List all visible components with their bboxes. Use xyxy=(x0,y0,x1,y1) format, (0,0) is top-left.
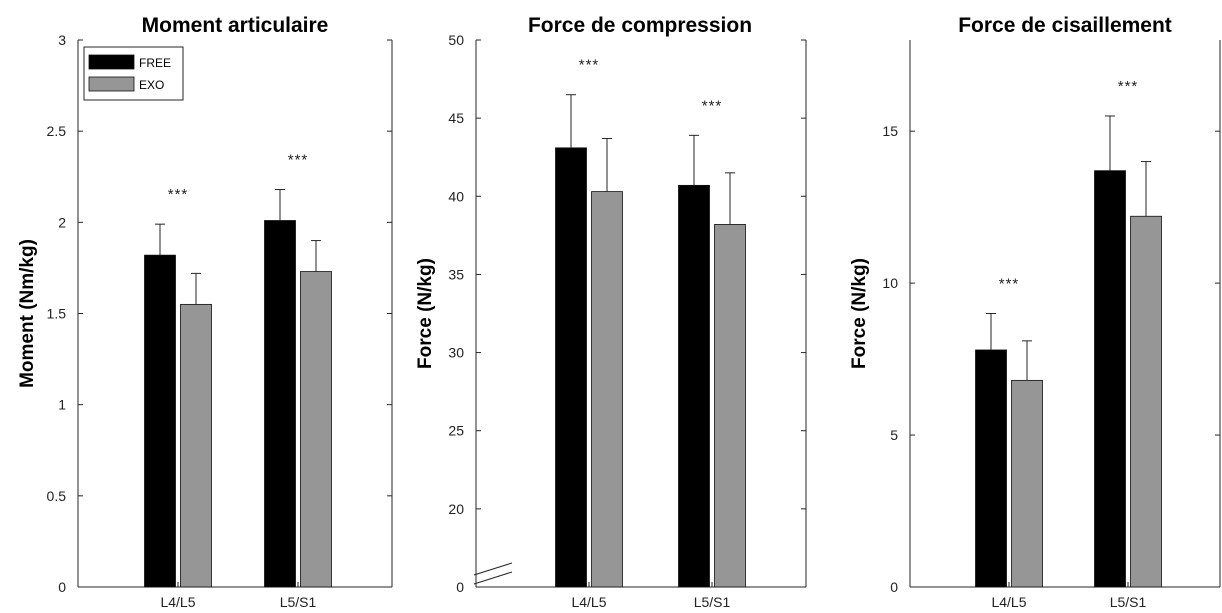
significance-annotation: *** xyxy=(168,186,189,203)
bar-exo xyxy=(1011,379,1043,588)
significance-annotation: *** xyxy=(288,152,309,169)
y-axis-label: Moment (Nm/kg) xyxy=(17,239,38,388)
y-tick-label: 15 xyxy=(882,123,898,139)
y-tick-label: 50 xyxy=(448,32,464,48)
bar-free xyxy=(144,254,176,588)
y-tick-label: 0 xyxy=(58,579,66,595)
bar-free xyxy=(264,220,296,588)
significance-annotation: *** xyxy=(579,57,600,74)
bar-exo xyxy=(300,271,332,588)
legend-label: EXO xyxy=(139,78,164,92)
chart-title: Moment articulaire xyxy=(142,14,329,37)
chart-panel-3: 0 5 10 15 Force de cisaillement Force (N/kg) L… xyxy=(849,14,1221,610)
y-tick-label: 2 xyxy=(58,214,66,230)
bar-exo xyxy=(714,224,746,588)
y-tick-label: 2.5 xyxy=(47,123,67,139)
y-tick-label: 1 xyxy=(58,397,66,413)
chart-panel-1: 0 0.5 1 1.5 2 2.5 3 Moment articulaire Moment (N… xyxy=(17,14,393,610)
legend: FREE EXO xyxy=(83,46,184,101)
x-tick-label: L4/L5 xyxy=(991,594,1026,610)
y-tick-label: 5 xyxy=(890,427,898,443)
y-tick-label: 45 xyxy=(448,110,464,126)
y-tick-label: 0.5 xyxy=(47,488,67,504)
bar-free xyxy=(555,147,587,588)
y-tick-label: 25 xyxy=(448,423,464,439)
bar-free xyxy=(678,184,710,588)
significance-annotation: *** xyxy=(1118,78,1139,95)
legend-label: FREE xyxy=(139,56,171,70)
y-axis-label: Force (N/kg) xyxy=(415,258,436,369)
x-tick-label: L5/S1 xyxy=(1110,594,1147,610)
chart-panel-2: 0 20 25 30 35 40 45 50 Force de compression Force… xyxy=(415,14,807,610)
x-tick-label: L5/S1 xyxy=(694,594,731,610)
axis-break-mark xyxy=(473,562,513,576)
significance-annotation: *** xyxy=(702,97,723,114)
bar-exo xyxy=(591,191,623,588)
y-tick-label: 30 xyxy=(448,345,464,361)
y-axis-label: Force (N/kg) xyxy=(849,258,870,369)
bar-exo xyxy=(1130,215,1162,588)
y-tick-label: 10 xyxy=(882,275,898,291)
y-tick-label: 35 xyxy=(448,266,464,282)
x-tick-label: L5/S1 xyxy=(280,594,317,610)
y-tick-label: 1.5 xyxy=(47,306,67,322)
y-tick-label: 0 xyxy=(456,579,464,595)
bar-free xyxy=(1094,170,1126,588)
y-tick-label: 3 xyxy=(58,32,66,48)
x-tick-label: L4/L5 xyxy=(160,594,195,610)
legend-swatch-exo xyxy=(88,76,135,92)
bar-exo xyxy=(180,303,212,588)
chart-title: Force de cisaillement xyxy=(958,14,1172,37)
bar-free xyxy=(975,349,1007,588)
significance-annotation: *** xyxy=(999,276,1020,293)
x-tick-label: L4/L5 xyxy=(571,594,606,610)
legend-swatch-free xyxy=(88,54,135,70)
axis-break-mark xyxy=(473,571,513,585)
y-tick-label: 40 xyxy=(448,188,464,204)
y-tick-label: 0 xyxy=(890,579,898,595)
chart-title: Force de compression xyxy=(528,14,752,37)
y-tick-label: 20 xyxy=(448,501,464,517)
